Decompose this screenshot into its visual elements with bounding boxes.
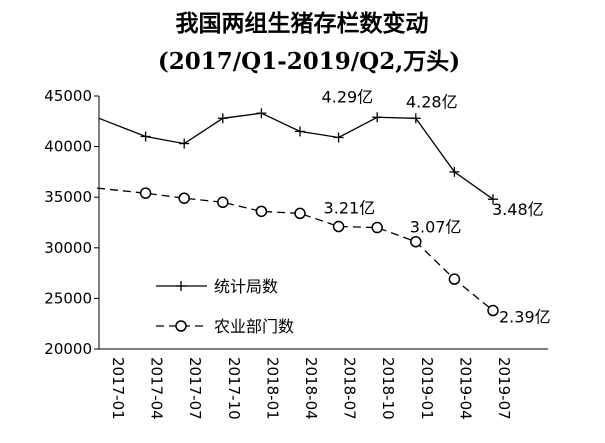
chart-title: 我国两组生猪存栏数变动 xyxy=(176,10,429,37)
plus-marker xyxy=(217,113,228,124)
series-layer xyxy=(96,108,499,317)
plus-marker xyxy=(176,281,186,291)
data-labels: 4.29亿 4.28亿 3.48亿 3.21亿 3.07亿 2.39亿 xyxy=(322,87,551,326)
circle-marker xyxy=(294,207,306,220)
plus-marker xyxy=(410,113,421,124)
x-tick-label: 2017-04 xyxy=(148,357,166,420)
x-tick-label: 2019-07 xyxy=(495,357,513,420)
plus-marker xyxy=(449,166,460,177)
y-tick-label: 25000 xyxy=(44,289,92,307)
series-line-1 xyxy=(98,112,494,200)
legend-label: 统计局数 xyxy=(214,277,278,296)
plus-marker xyxy=(333,132,344,143)
x-tick-label: 2018-04 xyxy=(302,357,320,420)
x-tick-label: 2017-07 xyxy=(186,357,204,420)
x-tick-label: 2018-01 xyxy=(263,357,281,420)
plus-marker xyxy=(295,126,305,137)
x-tick-label: 2018-07 xyxy=(341,357,359,420)
plus-marker xyxy=(140,131,151,142)
circle-marker xyxy=(332,220,345,233)
plus-marker xyxy=(372,112,383,123)
y-tick-label: 35000 xyxy=(44,188,92,206)
data-label: 4.28亿 xyxy=(406,92,458,111)
circle-marker xyxy=(410,235,422,248)
legend-label: 农业部门数 xyxy=(214,317,294,336)
data-label: 3.21亿 xyxy=(324,199,376,218)
x-tick-label: 2019-01 xyxy=(418,357,436,420)
plus-marker xyxy=(256,108,267,119)
x-tick-label: 2019-04 xyxy=(456,357,474,420)
circle-marker xyxy=(371,221,383,234)
x-tick-label: 2018-10 xyxy=(379,357,397,420)
x-tick-label: 2017-01 xyxy=(109,357,127,420)
circle-marker xyxy=(178,192,190,204)
circle-marker xyxy=(448,273,461,285)
y-tick-label: 30000 xyxy=(44,239,92,257)
axes: 20000 25000 30000 35000 40000 45000 2017-01 201… xyxy=(44,87,548,420)
y-tick-label: 45000 xyxy=(44,87,92,105)
chart-subtitle: (2017/Q1-2019/Q2,万头) xyxy=(158,48,460,75)
circle-marker xyxy=(255,205,268,218)
series-line-2 xyxy=(96,187,494,312)
data-label: 3.07亿 xyxy=(410,218,462,237)
circle-marker xyxy=(175,320,187,332)
circle-marker xyxy=(217,196,229,209)
data-label: 2.39亿 xyxy=(499,308,551,327)
plus-marker xyxy=(488,194,498,205)
data-label: 4.29亿 xyxy=(322,87,374,106)
y-tick-label: 40000 xyxy=(44,138,92,156)
plus-marker xyxy=(179,138,190,149)
data-label: 3.48亿 xyxy=(492,200,544,219)
circle-marker xyxy=(487,304,499,317)
y-tick-label: 20000 xyxy=(44,340,92,358)
circle-marker xyxy=(139,187,152,199)
x-tick-label: 2017-10 xyxy=(225,357,243,420)
